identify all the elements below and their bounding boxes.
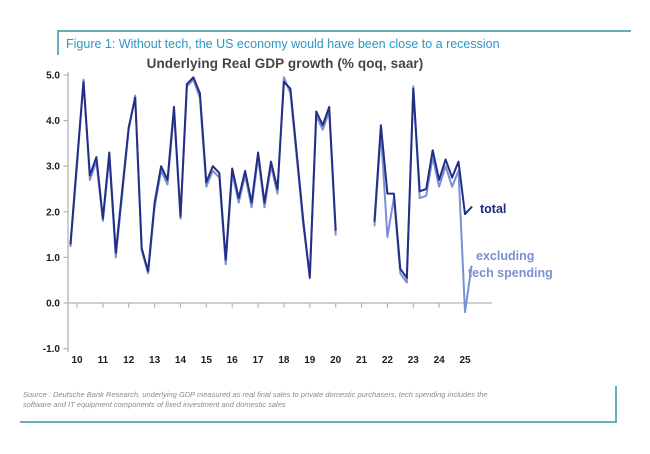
figure-title-bar: Figure 1: Without tech, the US economy w…	[57, 30, 631, 55]
x-tick-label: 18	[278, 355, 290, 366]
x-tick-label: 20	[330, 355, 342, 366]
series-label-total: total	[480, 202, 507, 216]
x-tick-label: 12	[123, 355, 135, 366]
line-excluding-tech-spending	[69, 76, 473, 314]
y-tick-label: 5.0	[46, 71, 60, 82]
y-tick-label: 2.0	[46, 207, 60, 218]
x-tick-label: 21	[356, 355, 368, 366]
chart-title: Underlying Real GDP growth (% qoq, saar)	[146, 56, 424, 71]
x-tick-label: 15	[201, 355, 213, 366]
series-label-excluding-line1: excluding	[476, 249, 535, 263]
y-tick-label: 1.0	[46, 253, 60, 264]
series-label-excluding-line2: tech spending	[468, 266, 553, 280]
x-tick-label: 16	[227, 355, 239, 366]
x-tick-label: 24	[434, 355, 446, 366]
line-total	[69, 76, 473, 279]
source-note-line2: software and IT equipment components of …	[23, 399, 286, 409]
x-tick-label: 19	[304, 355, 316, 366]
x-tick-label: 25	[459, 355, 471, 366]
x-tick-label: 10	[71, 355, 83, 366]
y-tick-label: 4.0	[46, 116, 60, 127]
source-note: Source : Deutsche Bank Research, underly…	[20, 386, 617, 423]
source-note-line1: Source : Deutsche Bank Research, underly…	[23, 390, 488, 399]
x-tick-label: 17	[253, 355, 265, 366]
x-tick-label: 23	[408, 355, 420, 366]
x-tick-label: 22	[382, 355, 394, 366]
y-tick-label: 0.0	[46, 299, 60, 310]
series-label-excluding-tech-spending: excluding tech spending	[468, 248, 553, 282]
figure-title: Figure 1: Without tech, the US economy w…	[66, 37, 500, 51]
y-tick-label: 3.0	[46, 162, 60, 173]
x-tick-label: 13	[149, 355, 161, 366]
x-tick-label: 11	[98, 355, 109, 366]
x-tick-label: 14	[175, 355, 187, 366]
y-tick-label: -1.0	[43, 344, 61, 355]
